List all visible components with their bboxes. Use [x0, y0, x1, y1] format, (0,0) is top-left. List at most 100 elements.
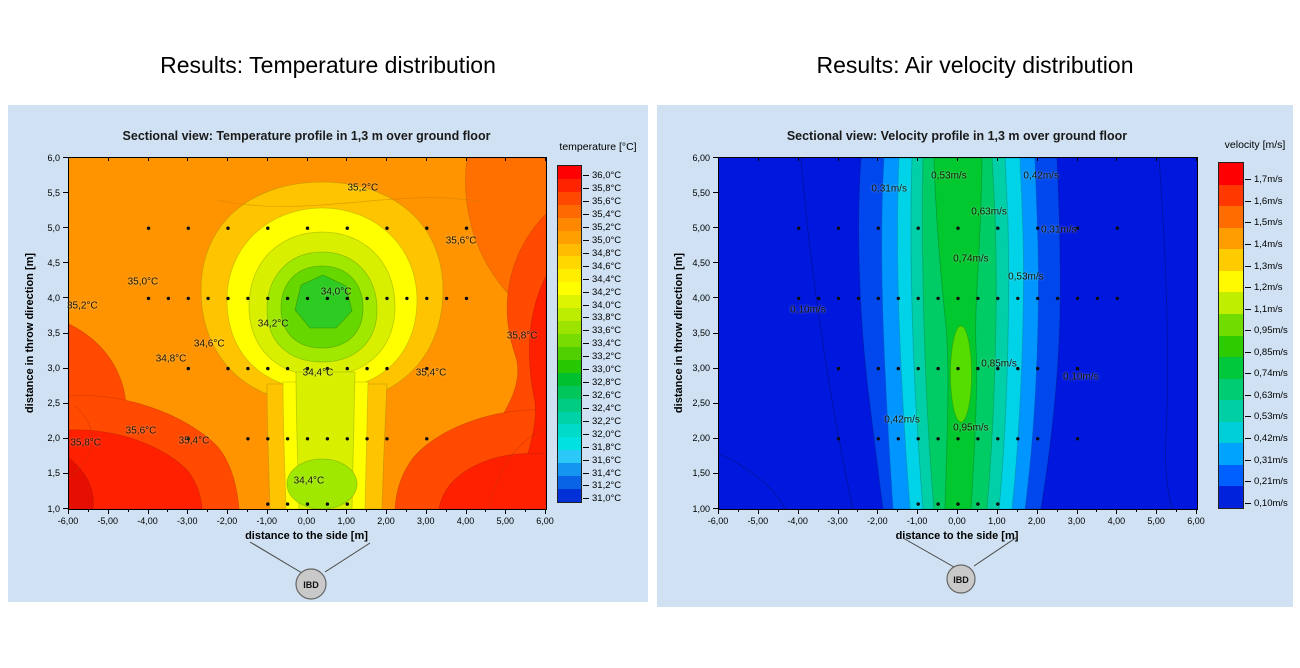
legend-entry-label: 32,2°C — [592, 415, 622, 427]
y-major-tick — [713, 367, 718, 369]
temperature-legend-bar — [557, 165, 582, 503]
measurement-point — [996, 366, 1000, 371]
legend-color-band — [558, 308, 581, 322]
temperature-x-axis-label: distance to the side [m] — [245, 530, 368, 542]
x-top-tick — [465, 157, 467, 161]
legend-color-band — [558, 372, 581, 386]
ibd-label: IBD — [303, 580, 319, 590]
y-tick-label: 1,5 — [47, 468, 60, 479]
measurement-point — [1036, 437, 1040, 441]
legend-tick — [583, 498, 589, 500]
measurement-point — [1075, 437, 1080, 441]
legend-tick — [1245, 394, 1251, 396]
x-minor-tick — [87, 509, 89, 512]
legend-entry-label: 1,2m/s — [1254, 282, 1283, 294]
x-top-tick — [147, 157, 149, 161]
y-tick-label: 1,00 — [692, 503, 710, 514]
x-minor-tick — [737, 509, 739, 512]
legend-tick — [583, 395, 589, 397]
legend-entry-label: 31,4°C — [592, 467, 622, 479]
measurement-point — [266, 296, 270, 301]
measurement-point — [305, 226, 310, 230]
x-tick-label: -1,00 — [906, 516, 928, 526]
legend-entry-label: 36,0°C — [592, 170, 622, 182]
legend-entry-label: 34,4°C — [592, 273, 622, 285]
measurement-point — [1036, 366, 1040, 371]
x-minor-tick — [857, 509, 859, 512]
x-minor-tick — [897, 509, 899, 512]
legend-entry-label: 1,6m/s — [1254, 195, 1283, 207]
x-minor-tick — [207, 509, 209, 512]
measurement-point — [226, 296, 230, 301]
x-tick-label: 1,00 — [337, 516, 356, 526]
measurement-point — [146, 226, 151, 230]
velocity-contour-plot — [719, 158, 1197, 509]
measurement-point — [186, 296, 190, 301]
measurement-point — [325, 366, 330, 371]
measurement-point — [936, 296, 940, 301]
x-major-tick — [465, 509, 467, 514]
measurement-point — [1055, 296, 1060, 301]
measurement-point — [1075, 226, 1080, 230]
measurement-point — [246, 437, 250, 441]
legend-color-band — [1219, 486, 1243, 508]
legend-entry-label: 0,85m/s — [1254, 346, 1288, 358]
measurement-point — [976, 366, 980, 371]
legend-tick — [1245, 373, 1251, 375]
y-tick-label: 1,50 — [692, 468, 710, 479]
legend-tick — [1245, 222, 1251, 224]
measurement-point — [916, 437, 920, 441]
measurement-point — [266, 437, 270, 441]
measurement-point — [876, 437, 880, 441]
measurement-point — [325, 296, 330, 301]
x-major-tick — [837, 509, 839, 514]
y-tick-label: 4,0 — [47, 292, 60, 303]
x-major-tick — [266, 509, 268, 514]
x-tick-label: 3,00 — [416, 516, 435, 526]
legend-color-band — [1219, 227, 1243, 250]
x-minor-tick — [246, 509, 248, 512]
x-tick-label: -4,00 — [787, 516, 808, 526]
legend-tick — [1245, 308, 1251, 310]
x-major-tick — [386, 509, 387, 514]
measurement-point — [936, 502, 940, 506]
measurement-point — [305, 296, 310, 301]
legend-color-band — [1219, 163, 1243, 185]
x-top-tick — [718, 157, 719, 161]
legend-color-band — [558, 230, 581, 244]
measurement-point — [876, 226, 880, 230]
measurement-point — [836, 296, 841, 301]
legend-entry-label: 32,6°C — [592, 390, 622, 402]
measurement-point — [385, 226, 389, 230]
legend-color-band — [1219, 400, 1243, 422]
x-major-tick — [757, 509, 759, 514]
legend-tick — [1245, 287, 1251, 289]
x-minor-tick — [445, 509, 447, 512]
x-major-tick — [996, 509, 998, 514]
measurement-point — [266, 502, 270, 506]
measurement-point — [385, 296, 389, 301]
velocity-legend-bar — [1218, 162, 1244, 509]
measurement-point — [345, 226, 349, 230]
measurement-point — [996, 437, 1000, 441]
measurement-point — [186, 226, 190, 230]
measurement-point — [956, 366, 960, 371]
x-major-tick — [1036, 509, 1038, 514]
legend-entry-label: 34,2°C — [592, 286, 622, 298]
x-top-tick — [996, 157, 998, 161]
measurement-point — [1075, 366, 1080, 371]
legend-tick — [583, 382, 589, 384]
x-top-tick — [306, 157, 308, 161]
measurement-point — [976, 437, 980, 441]
x-major-tick — [545, 509, 546, 514]
x-minor-tick — [1096, 509, 1098, 512]
y-tick-label: 2,5 — [47, 398, 60, 409]
x-minor-tick — [366, 509, 368, 512]
x-top-tick — [187, 157, 189, 161]
measurement-point — [464, 296, 469, 301]
legend-color-band — [558, 178, 581, 192]
measurement-point — [1075, 296, 1080, 301]
temperature-plot-area: 35,2°C 35,6°C 35,0°C 34,0°C 35,2°C 34,2°C 34,6… — [67, 157, 547, 510]
legend-entry-label: 0,21m/s — [1254, 476, 1288, 488]
temperature-ibd-callout: IBD — [249, 541, 371, 600]
